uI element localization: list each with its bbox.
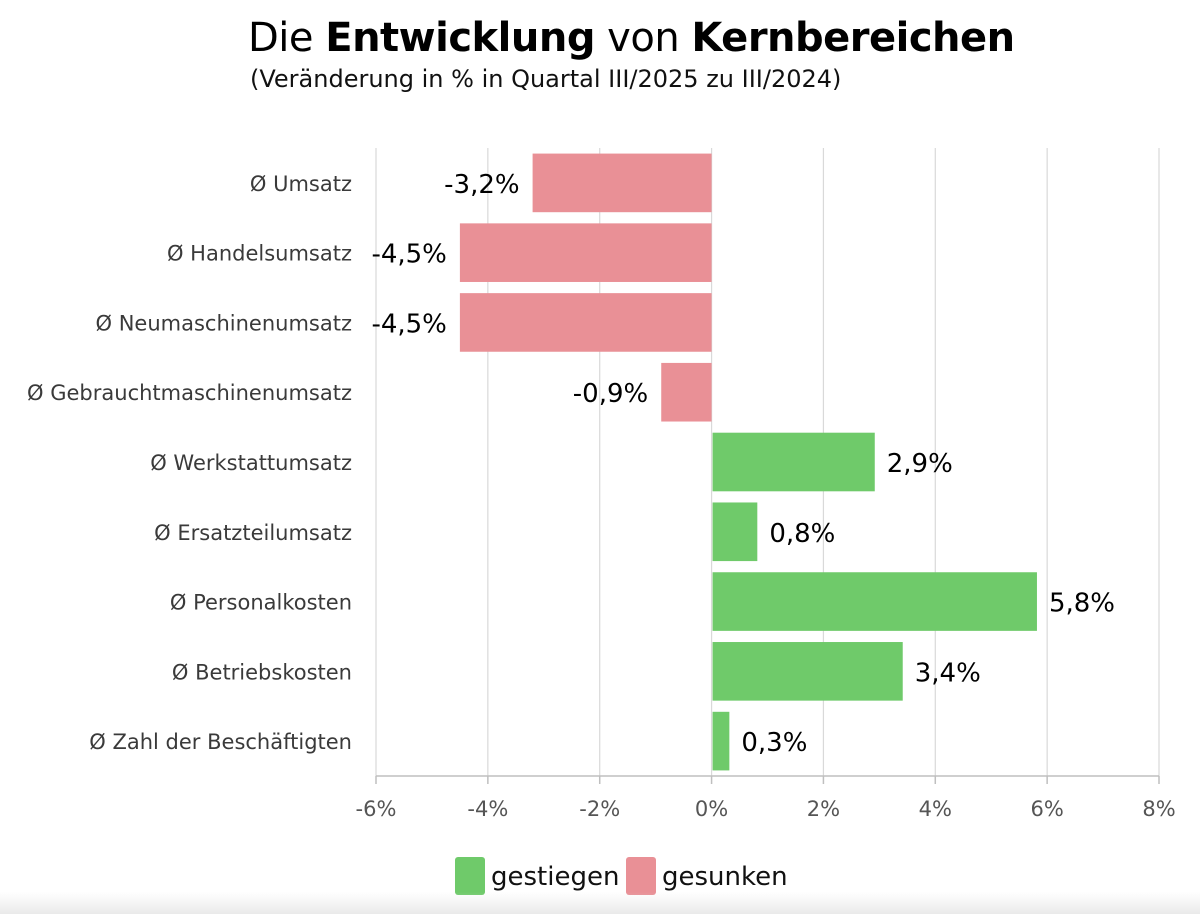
category-label: Ø Betriebskosten — [172, 660, 352, 684]
category-label: Ø Umsatz — [250, 172, 352, 196]
chart-title: Die Entwicklung von Kernbereichen — [248, 14, 1015, 62]
bar — [712, 642, 903, 701]
chart-subtitle: (Veränderung in % in Quartal III/2025 zu… — [250, 65, 842, 93]
x-tick-label: -2% — [579, 797, 620, 821]
title-part: Die — [248, 15, 326, 61]
legend-swatch — [455, 857, 485, 895]
x-tick-label: -4% — [467, 797, 508, 821]
category-label: Ø Personalkosten — [170, 591, 352, 615]
bottom-shadow — [0, 892, 1200, 914]
data-label: -3,2% — [444, 170, 519, 200]
data-label: 5,8% — [1049, 589, 1115, 619]
x-tick-label: 6% — [1030, 797, 1063, 821]
data-label: -4,5% — [371, 240, 446, 270]
bar — [712, 432, 875, 492]
bar — [459, 293, 712, 352]
title-part: von — [594, 15, 692, 61]
data-label: -0,9% — [573, 379, 648, 409]
data-label: 0,8% — [769, 519, 835, 549]
category-label: Ø Zahl der Beschäftigten — [89, 730, 352, 754]
legend-label: gesunken — [662, 862, 788, 892]
data-label: -4,5% — [371, 309, 446, 339]
data-label: 0,3% — [741, 728, 807, 758]
category-label: Ø Neumaschinenumsatz — [96, 311, 352, 335]
x-tick-label: -6% — [356, 797, 397, 821]
bar — [459, 223, 712, 282]
bar — [712, 572, 1037, 631]
legend-label: gestiegen — [491, 862, 619, 892]
legend-swatch — [626, 857, 656, 895]
bar — [661, 362, 712, 422]
bar — [712, 711, 730, 771]
title-part-bold: Kernbereichen — [691, 15, 1015, 61]
bar — [712, 502, 758, 562]
title-part-bold: Entwicklung — [325, 15, 595, 61]
category-label: Ø Werkstattumsatz — [150, 451, 352, 475]
data-label: 2,9% — [887, 449, 953, 479]
bar — [532, 153, 712, 213]
x-tick-label: 8% — [1142, 797, 1175, 821]
x-tick-label: 0% — [695, 797, 728, 821]
x-tick-label: 2% — [807, 797, 840, 821]
data-label: 3,4% — [915, 658, 981, 688]
category-label: Ø Gebrauchtmaschinenumsatz — [27, 381, 352, 405]
category-label: Ø Ersatzteilumsatz — [154, 521, 352, 545]
x-tick-label: 4% — [919, 797, 952, 821]
category-label: Ø Handelsumsatz — [167, 242, 352, 266]
